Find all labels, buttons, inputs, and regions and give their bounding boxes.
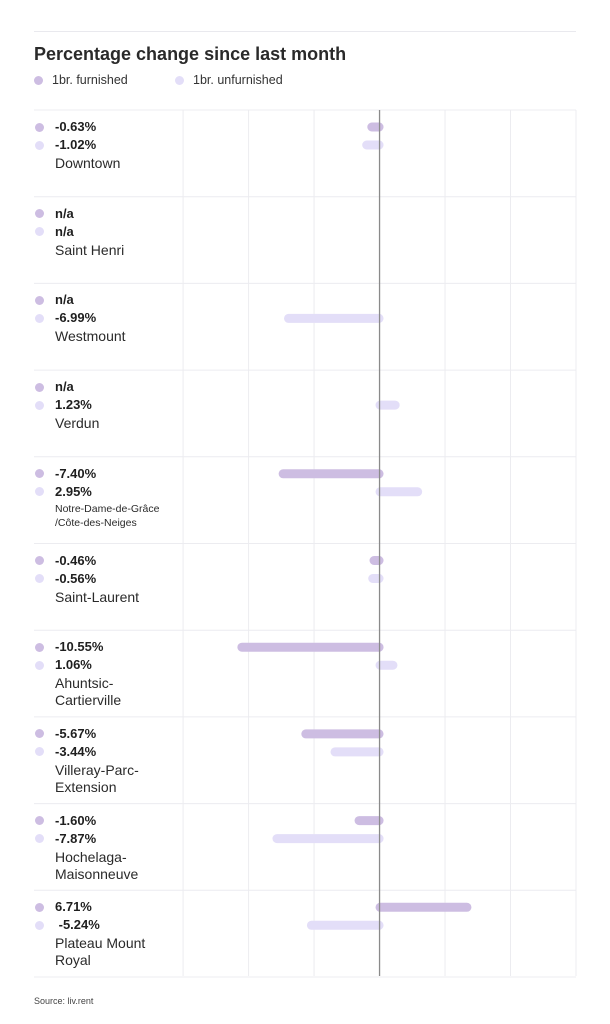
top-rule [34,31,576,32]
bar-unfurnished [375,487,423,497]
value-label-unfurnished: -5.24% [55,917,100,933]
series-dot-furnished [35,556,44,565]
value-label-unfurnished: -1.02% [55,137,97,152]
category-label-line: Maisonneuve [55,865,139,882]
bar-unfurnished [375,660,398,670]
series-dot-furnished [35,902,44,912]
legend-item-furnished: 1br. furnished [34,73,128,87]
category-label-line: Cartierville [55,692,122,709]
bar-unfurnished [272,834,384,844]
value-label-furnished: 6.71% [55,899,92,915]
value-label-unfurnished: -3.44% [55,743,97,759]
legend-item-unfurnished: 1br. unfurnished [175,73,283,87]
series-dot-unfurnished [35,140,44,150]
value-label-furnished: -10.55% [55,639,104,655]
series-dot-furnished [35,209,44,219]
category-label: Ahuntsic- Cartierville [55,675,121,709]
category-label: Villeray-Parc- Extension [55,762,139,796]
category-label: Plateau Mount Royal [55,935,145,969]
bar-unfurnished [375,400,400,410]
category-label-line: Ahuntsic- [55,675,114,692]
legend-label-unfurnished: 1br. unfurnished [193,73,283,87]
bar-furnished [375,902,472,912]
series-dot-unfurnished [35,920,44,930]
bar-furnished [301,729,384,739]
value-label-furnished: -5.67% [55,725,97,741]
legend-label-furnished: 1br. furnished [52,73,128,87]
series-dot-unfurnished [35,400,44,410]
category-label-line: Saint Henri [55,241,125,258]
bar-furnished [369,556,384,565]
series-dot-unfurnished [35,313,44,323]
series-dot-unfurnished [35,487,44,497]
bar-unfurnished [284,313,384,323]
series-dot-furnished [35,382,44,392]
category-label-line: Extension [55,778,117,795]
value-label-furnished: -1.60% [55,812,97,828]
series-dot-furnished [35,642,44,652]
series-dot-furnished [35,122,44,132]
series-dot-unfurnished [35,227,44,237]
value-label-unfurnished: -0.56% [55,570,97,586]
legend-swatch-unfurnished [175,75,184,85]
value-label-furnished: n/a [55,292,74,308]
category-label: Saint-Laurent [55,589,139,606]
series-dot-unfurnished [35,834,44,844]
value-label-furnished: n/a [55,205,74,221]
category-label-line: Verdun [55,415,100,432]
value-label-furnished: -0.46% [55,552,97,568]
series-dot-unfurnished [35,574,44,583]
series-dot-furnished [35,295,44,305]
bar-unfurnished [306,920,384,930]
category-label-line: Royal [55,952,91,969]
value-label-furnished: -7.40% [55,465,97,481]
category-label-line: Hochelaga- [55,848,127,865]
category-label-line: Villeray-Parc- [55,761,139,778]
series-dot-furnished [35,469,44,479]
value-label-unfurnished: 1.06% [55,657,92,673]
bar-furnished [367,122,384,132]
category-label: Notre-Dame-de-Grâce/Côte-des-Neiges [55,502,159,530]
legend: 1br. furnished 1br. unfurnished [34,73,434,91]
value-label-furnished: n/a [55,379,74,395]
category-label-line: Downtown [55,155,121,171]
series-dot-furnished [35,816,44,826]
category-label: Hochelaga- Maisonneuve [55,849,138,883]
bar-furnished [237,642,384,652]
category-label-line: Notre-Dame-de-Grâce [55,502,160,515]
value-label-unfurnished: 2.95% [55,483,92,499]
category-label-line: /Côte-des-Neiges [55,516,137,529]
bar-unfurnished [330,747,384,757]
category-label: Westmount [55,328,126,345]
bar-unfurnished [362,140,384,150]
series-dot-furnished [35,729,44,739]
value-label-unfurnished: n/a [55,223,74,239]
bar-furnished [278,469,384,479]
category-label-line: Saint-Laurent [55,588,140,605]
source-note: Source: liv.rent [34,996,94,1006]
bar-furnished [354,816,384,826]
category-label: Downtown [55,155,120,172]
value-label-unfurnished: -6.99% [55,310,97,326]
category-label-line: Plateau Mount [55,935,146,952]
value-label-furnished: -0.63% [55,119,97,134]
bar-unfurnished [368,574,384,583]
category-label-line: Westmount [55,328,126,345]
category-label: Saint Henri [55,242,124,259]
category-label: Verdun [55,415,99,432]
value-label-unfurnished: 1.23% [55,397,92,413]
legend-swatch-furnished [34,75,43,85]
series-dot-unfurnished [35,747,44,757]
value-label-unfurnished: -7.87% [55,830,97,846]
series-dot-unfurnished [35,660,44,670]
chart-title: Percentage change since last month [34,44,347,64]
